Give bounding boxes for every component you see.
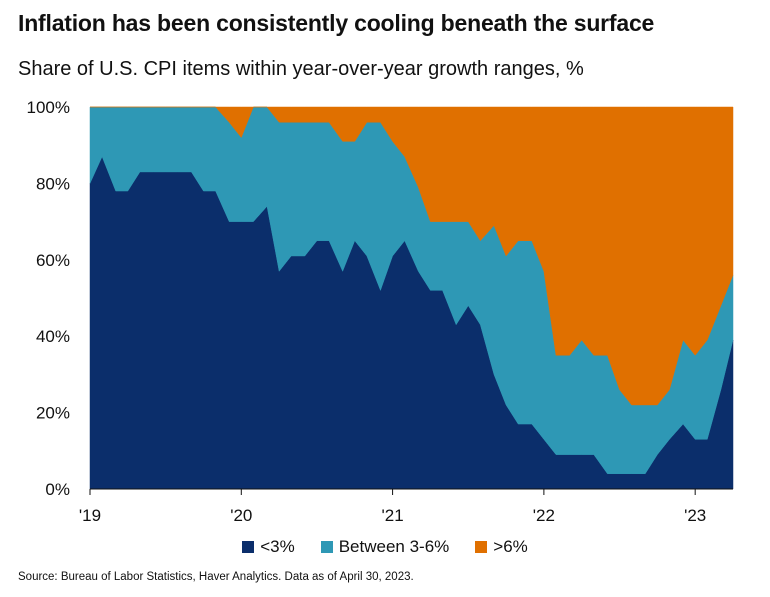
y-axis: 0% 20% 40% 60% 80% 100% <box>27 98 70 499</box>
legend-label-between-3-6: Between 3-6% <box>338 537 450 556</box>
legend-item-below-3: <3% <box>242 537 295 557</box>
legend: <3% Between 3-6% >6% <box>0 537 770 557</box>
y-tick-label: 80% <box>36 174 70 193</box>
x-axis: '19 '20 '21 '22 '23 <box>79 488 733 525</box>
x-tick-label: '21 <box>382 506 404 525</box>
y-tick-label: 20% <box>36 404 70 423</box>
area-series-above-6 <box>90 106 734 406</box>
x-tick-label: '19 <box>79 506 101 525</box>
legend-swatch-above-6 <box>475 541 488 553</box>
y-tick-label: 100% <box>27 98 70 117</box>
legend-label-below-3: <3% <box>260 537 295 556</box>
area-series-group <box>89 106 734 490</box>
y-tick-label: 60% <box>36 251 70 270</box>
x-tick-label: '23 <box>684 506 706 525</box>
x-tick-label: '20 <box>230 506 252 525</box>
chart-subtitle: Share of U.S. CPI items within year-over… <box>18 58 584 80</box>
x-tick-label: '22 <box>533 506 555 525</box>
legend-item-above-6: >6% <box>475 537 528 557</box>
chart-title: Inflation has been consistently cooling … <box>18 10 655 36</box>
legend-item-between-3-6: Between 3-6% <box>320 537 450 557</box>
y-tick-label: 0% <box>45 480 70 499</box>
legend-label-above-6: >6% <box>493 537 528 556</box>
legend-swatch-below-3 <box>242 541 255 553</box>
y-tick-label: 40% <box>36 327 70 346</box>
source-note: Source: Bureau of Labor Statistics, Have… <box>18 571 414 583</box>
legend-swatch-between-3-6 <box>320 541 333 553</box>
